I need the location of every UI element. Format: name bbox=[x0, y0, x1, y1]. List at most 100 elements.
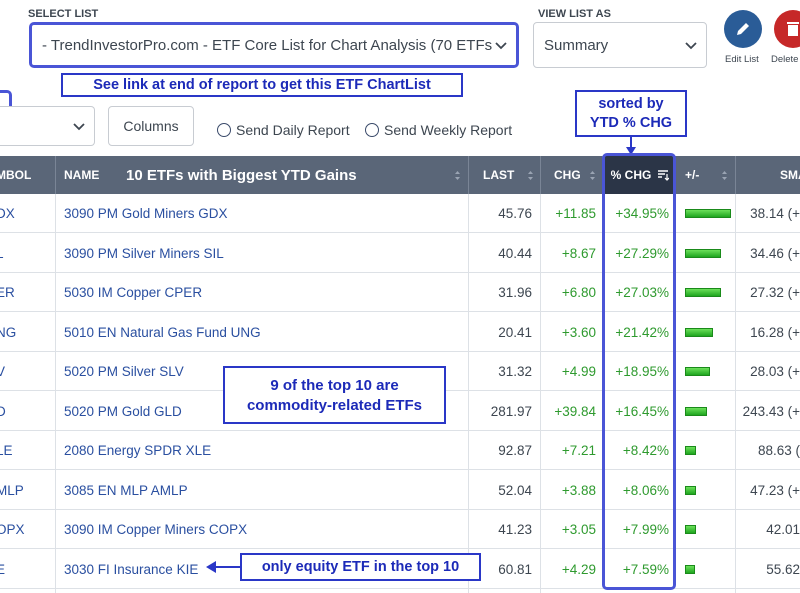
table-row[interactable]: LE 2080 Energy SPDR XLE 92.87 +7.21 +8.42% 88… bbox=[0, 431, 800, 470]
symbol-cell[interactable]: MLP bbox=[0, 482, 24, 498]
sma-cell: 16.28 (+ bbox=[750, 324, 800, 340]
chg-cell: +7.21 bbox=[561, 443, 596, 458]
sma-cell: 243.43 (+ bbox=[742, 403, 800, 419]
pct-chg-cell: +21.42% bbox=[615, 324, 669, 340]
sma-cell: 88.63 ( bbox=[757, 443, 800, 458]
last-cell: 60.81 bbox=[498, 561, 532, 577]
name-cell[interactable]: 2080 Energy SPDR XLE bbox=[64, 443, 212, 458]
column-header-sma[interactable]: SMA bbox=[780, 168, 800, 182]
name-cell[interactable]: 3090 PM Gold Miners GDX bbox=[64, 206, 228, 221]
column-header-symbol[interactable]: MBOL bbox=[0, 168, 32, 182]
delete-list-button[interactable] bbox=[774, 10, 800, 48]
sorted-by-note: sorted by YTD % CHG bbox=[575, 90, 687, 137]
pct-chg-label: % CHG bbox=[610, 168, 652, 182]
sort-icon bbox=[590, 171, 595, 180]
table-row[interactable]: NG 5010 EN Natural Gas Fund UNG 20.41 +3.60… bbox=[0, 313, 800, 352]
last-cell: 281.97 bbox=[490, 403, 532, 419]
symbol-cell[interactable]: L bbox=[0, 234, 51, 273]
chevron-down-icon bbox=[73, 123, 85, 131]
change-bar bbox=[685, 327, 713, 337]
symbol-cell[interactable]: E bbox=[0, 561, 6, 577]
name-cell[interactable]: 5020 PM Silver SLV bbox=[64, 364, 184, 379]
chg-cell: +3.60 bbox=[561, 324, 596, 340]
chg-cell: +11.85 bbox=[555, 206, 596, 221]
name-cell[interactable]: 5030 IM Copper CPER bbox=[64, 285, 203, 300]
pct-chg-cell: +8.42% bbox=[622, 443, 669, 458]
symbol-cell[interactable]: ER bbox=[0, 285, 15, 300]
name-cell[interactable]: 3030 FI Insurance KIE bbox=[64, 561, 199, 577]
symbol-cell[interactable]: NG bbox=[0, 324, 17, 340]
column-header-chg[interactable]: CHG bbox=[554, 168, 581, 182]
radio-icon bbox=[217, 123, 231, 137]
sort-icon bbox=[528, 171, 533, 180]
pencil-icon bbox=[737, 23, 749, 35]
table-row[interactable]: D 5020 PM Gold GLD 281.97 +39.84 +16.45% 243.… bbox=[0, 392, 800, 431]
filter-dropdown[interactable] bbox=[0, 106, 95, 146]
sma-cell: 42.01 bbox=[766, 522, 800, 537]
name-cell[interactable]: 5010 EN Natural Gas Fund UNG bbox=[64, 324, 261, 340]
symbol-cell[interactable]: OPX bbox=[0, 522, 25, 537]
symbol-cell[interactable]: V bbox=[0, 364, 6, 379]
symbol-cell[interactable]: DX bbox=[0, 206, 15, 221]
commodity-note: 9 of the top 10 are commodity-related ET… bbox=[223, 366, 446, 424]
table-row[interactable]: MLP 3085 EN MLP AMLP 52.04 +3.88 +8.06% 47.23… bbox=[0, 471, 800, 510]
send-weekly-radio[interactable]: Send Weekly Report bbox=[365, 122, 512, 138]
sorted-by-line-1: sorted by bbox=[598, 96, 664, 112]
pct-chg-cell: +8.06% bbox=[622, 482, 669, 498]
last-cell: 31.96 bbox=[498, 285, 532, 300]
name-cell[interactable]: 3085 EN MLP AMLP bbox=[64, 482, 188, 498]
column-header-name[interactable]: NAME bbox=[64, 168, 100, 182]
change-bar bbox=[685, 485, 696, 495]
symbol-cell[interactable]: D bbox=[0, 403, 6, 419]
change-bar bbox=[685, 406, 707, 416]
pct-chg-cell: +16.45% bbox=[615, 403, 669, 419]
last-cell: 45.76 bbox=[498, 206, 532, 221]
send-daily-radio[interactable]: Send Daily Report bbox=[217, 122, 350, 138]
sma-cell: 47.23 (+ bbox=[750, 482, 800, 498]
column-header-last[interactable]: LAST bbox=[483, 168, 515, 182]
sorted-by-line-2: YTD % CHG bbox=[589, 115, 673, 131]
table-row[interactable]: L 3090 PM Silver Miners SIL 40.44 +8.67 +27.… bbox=[0, 234, 800, 273]
column-header-pct-chg[interactable]: % CHG bbox=[605, 156, 675, 194]
view-list-dropdown[interactable]: Summary bbox=[533, 22, 707, 68]
table-row[interactable]: OPX 3090 IM Copper Miners COPX 41.23 +3.05 +… bbox=[0, 510, 800, 549]
edit-list-label: Edit List bbox=[725, 54, 759, 65]
change-bar bbox=[685, 209, 731, 218]
columns-button[interactable]: Columns bbox=[108, 106, 194, 146]
table-row[interactable]: ER 5030 IM Copper CPER 31.96 +6.80 +27.03% 27… bbox=[0, 273, 800, 312]
name-cell[interactable]: 3090 IM Copper Miners COPX bbox=[64, 522, 248, 537]
send-weekly-label: Send Weekly Report bbox=[384, 122, 513, 138]
last-cell: 20.41 bbox=[498, 324, 532, 340]
pct-chg-highlight bbox=[602, 153, 676, 590]
name-cell[interactable]: 3090 PM Silver Miners SIL bbox=[64, 245, 224, 261]
chg-cell: +39.84 bbox=[554, 403, 596, 419]
chg-cell: +8.67 bbox=[561, 245, 596, 261]
sma-cell: 27.32 (+ bbox=[750, 285, 800, 300]
send-daily-label: Send Daily Report bbox=[236, 122, 350, 138]
select-list-dropdown[interactable]: - TrendInvestorPro.com - ETF Core List f… bbox=[29, 22, 519, 68]
last-cell: 52.04 bbox=[498, 482, 532, 498]
select-list-value: - TrendInvestorPro.com - ETF Core List f… bbox=[42, 36, 493, 54]
table-row[interactable]: DX 3090 PM Gold Miners GDX 45.76 +11.85 +34.… bbox=[0, 194, 800, 233]
equity-note: only equity ETF in the top 10 bbox=[240, 553, 481, 581]
last-cell: 31.32 bbox=[498, 364, 532, 379]
commodity-note-line-1: 9 of the top 10 are bbox=[270, 377, 399, 394]
arrow-down-icon bbox=[626, 136, 636, 155]
edit-list-button[interactable] bbox=[724, 10, 762, 48]
column-header-plusminus[interactable]: +/- bbox=[685, 168, 700, 182]
table-row[interactable]: E 3030 FI Insurance KIE 60.81 +4.29 +7.59% 55… bbox=[0, 550, 800, 589]
sma-cell: 38.14 (+ bbox=[750, 206, 800, 221]
last-cell: 92.87 bbox=[498, 443, 532, 458]
chg-cell: +3.88 bbox=[561, 482, 596, 498]
pct-chg-cell: +7.59% bbox=[622, 561, 669, 577]
change-bar bbox=[685, 525, 696, 534]
symbol-cell[interactable]: LE bbox=[0, 443, 13, 458]
commodity-note-line-2: commodity-related ETFs bbox=[246, 397, 423, 414]
chg-cell: +4.99 bbox=[561, 364, 596, 379]
table-body: DX 3090 PM Gold Miners GDX 45.76 +11.85 +34.… bbox=[0, 194, 800, 593]
table-header: MBOL NAME 10 ETFs with Biggest YTD Gains… bbox=[0, 156, 800, 194]
chevron-down-icon bbox=[495, 42, 507, 50]
name-cell[interactable]: 5020 PM Gold GLD bbox=[64, 403, 182, 419]
pct-chg-cell: +27.03% bbox=[615, 285, 669, 300]
delete-list-label: Delete bbox=[771, 54, 799, 65]
